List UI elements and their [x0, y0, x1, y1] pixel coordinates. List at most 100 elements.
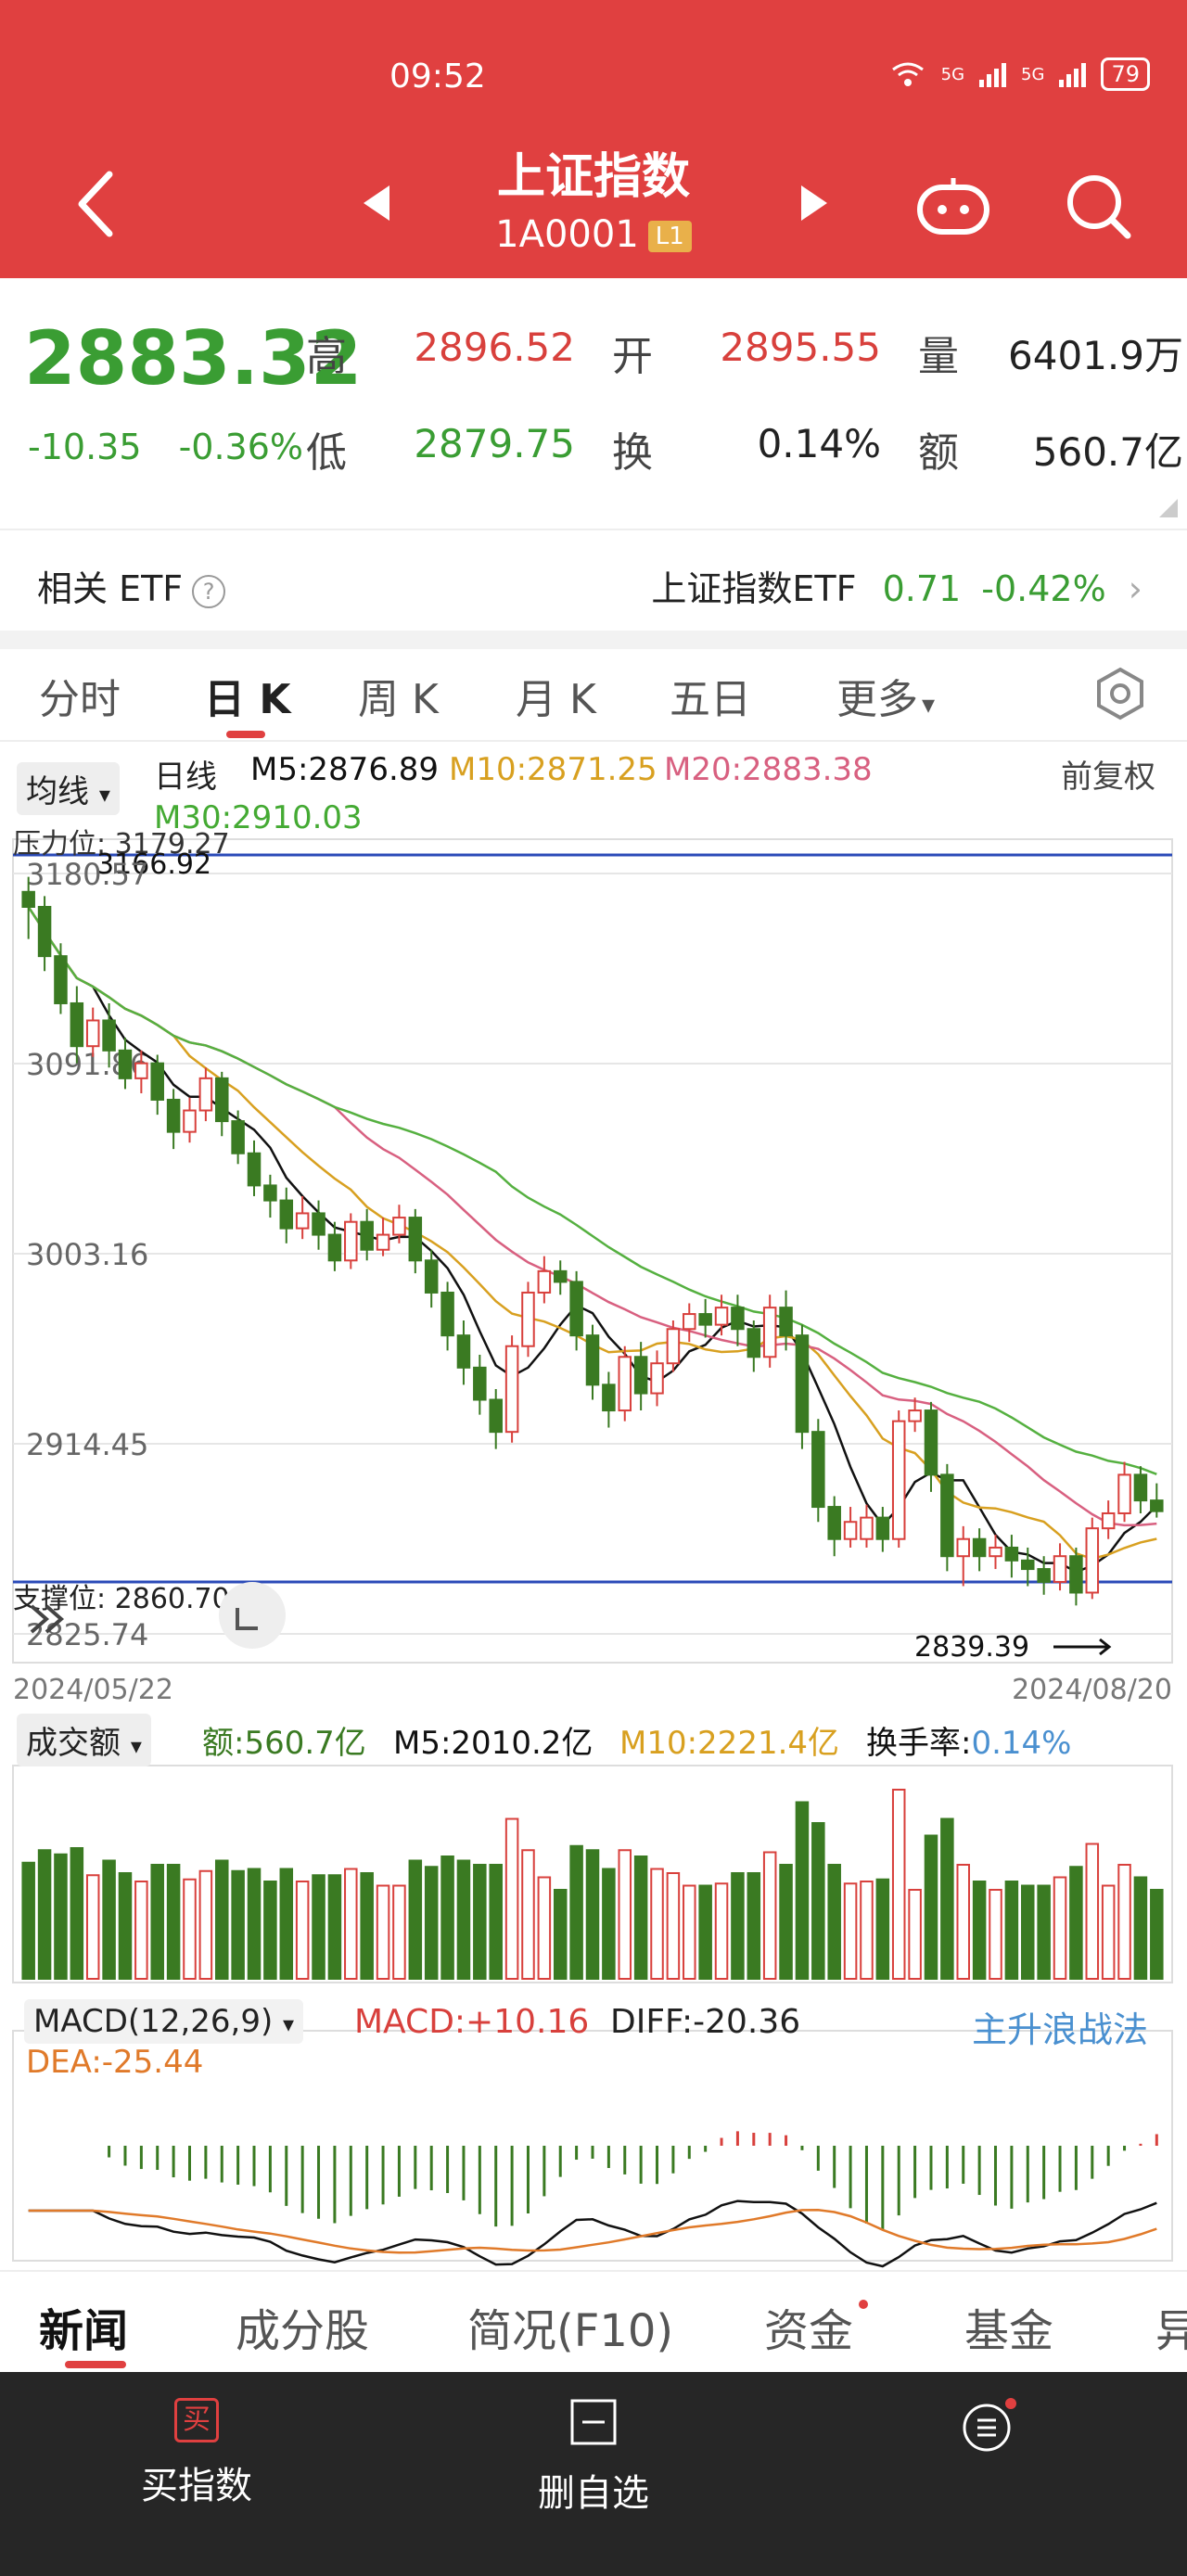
top-price-marker: 3166.92	[96, 848, 211, 881]
y-tick-label: 3180.57	[26, 857, 148, 892]
price-change: -10.35 -0.36%	[28, 427, 303, 467]
volume-bar	[779, 1864, 793, 1980]
volume-bar	[602, 1868, 616, 1980]
candle	[860, 1516, 874, 1540]
volume-bar	[327, 1874, 342, 1980]
tab-overview-f10[interactable]: 简况(F10)	[467, 2305, 674, 2357]
strategy-link[interactable]: 主升浪战法	[972, 2009, 1149, 2050]
fullscreen-button[interactable]	[219, 1582, 286, 1649]
tab-funds-flow[interactable]: 资金	[764, 2305, 854, 2357]
search-icon[interactable]	[1063, 171, 1133, 241]
tab-five-day[interactable]: 五日	[670, 676, 751, 723]
candle	[1150, 1499, 1164, 1512]
date-start: 2024/05/22	[13, 1674, 173, 1706]
etf-name: 上证指数ETF	[651, 568, 857, 609]
volume-bar	[956, 1864, 971, 1980]
kline-chart[interactable]: 压力位: 3179.27 3166.92 支撑位: 2860.70 3180.5…	[0, 742, 1187, 2270]
candle	[1117, 1473, 1131, 1514]
candle	[70, 1001, 84, 1048]
candle	[875, 1516, 890, 1540]
network-type-1: 5G	[940, 64, 965, 84]
tab-more[interactable]: 更多 ▾	[836, 666, 935, 725]
double-chevron-icon[interactable]	[30, 1604, 65, 1634]
tab-abnormal[interactable]: 异	[1155, 2305, 1187, 2357]
dea-line	[28, 2208, 1157, 2254]
macd-indicator-select[interactable]: MACD(12,26,9) ▾	[24, 1999, 304, 2044]
macd-select-label: MACD(12,26,9)	[33, 2003, 274, 2040]
settings-hex-icon[interactable]	[1092, 666, 1148, 721]
remove-watchlist-label: 删自选	[538, 2472, 649, 2515]
back-icon[interactable]	[72, 167, 119, 241]
tab-constituents[interactable]: 成分股	[236, 2305, 370, 2357]
candle	[118, 1049, 133, 1079]
volume-bar	[456, 1859, 471, 1980]
volume-bar	[827, 1864, 841, 1980]
etf-quote[interactable]: 上证指数ETF 0.71 -0.42% ›	[651, 560, 1142, 611]
diff-line	[28, 2200, 1157, 2268]
ma30-value: M30:2910.03	[154, 799, 363, 836]
tab-news[interactable]: 新闻	[39, 2305, 129, 2357]
volume-bar	[70, 1847, 84, 1980]
bottom-action-bar: 买 买指数 删自选	[0, 2372, 1187, 2576]
candle	[731, 1307, 745, 1331]
expand-corner-icon[interactable]	[1159, 499, 1178, 517]
volume-bar	[312, 1874, 325, 1980]
next-stock-icon[interactable]	[796, 182, 833, 224]
turnover-value: 0.14%	[757, 421, 881, 466]
candle	[198, 1077, 213, 1112]
menu-button[interactable]	[849, 2398, 1128, 2457]
volume-bar	[1037, 1884, 1051, 1980]
volume-bar	[118, 1872, 133, 1980]
volume-bar	[295, 1881, 310, 1980]
turnover-label: 换	[612, 429, 653, 477]
robot-assistant-icon[interactable]	[914, 172, 992, 237]
candle	[683, 1313, 696, 1331]
volume-turnover-label: 换手率:	[866, 1725, 972, 1762]
adjust-mode[interactable]: 前复权	[1061, 759, 1155, 796]
ma20-value: M20:2883.38	[664, 751, 873, 788]
pressure-label: 压力位: 3179.27	[13, 828, 230, 861]
tab-fund[interactable]: 基金	[964, 2305, 1054, 2357]
volume-bar	[37, 1849, 52, 1980]
open-label: 开	[612, 333, 653, 380]
related-etf-label: 相关 ETF	[37, 568, 184, 609]
related-etf-label-group: 相关 ETF?	[37, 560, 226, 611]
volume-bar	[698, 1884, 712, 1980]
open-value: 2895.55	[720, 325, 881, 370]
previous-stock-icon[interactable]	[358, 182, 395, 224]
ma5-value: M5:2876.89	[250, 751, 440, 788]
candle	[21, 890, 35, 908]
help-icon[interactable]: ?	[192, 574, 226, 608]
volume-bars	[21, 1789, 1164, 1980]
tab-intraday[interactable]: 分时	[39, 676, 121, 723]
volume-panel-frame	[12, 1765, 1173, 1983]
volume-bar	[360, 1872, 374, 1980]
volume-bar	[633, 1855, 648, 1980]
indicator-select[interactable]: 均线 ▾	[17, 762, 120, 815]
signal-icon-2	[1059, 61, 1087, 87]
ma5-line	[27, 906, 1158, 1574]
volume-bar	[214, 1859, 229, 1980]
related-etf-row[interactable]: 相关 ETF? 上证指数ETF 0.71 -0.42% ›	[0, 529, 1187, 631]
volume-bar	[843, 1882, 858, 1980]
quote-panel: 2883.32 -10.35 -0.36% 高 2896.52 开 2895.5…	[0, 278, 1187, 529]
buy-index-button[interactable]: 买 买指数	[57, 2398, 336, 2509]
remove-watchlist-button[interactable]: 删自选	[454, 2398, 733, 2517]
candle	[650, 1362, 664, 1395]
volume-select-label: 成交额	[26, 1725, 121, 1762]
tab-weekly-k[interactable]: 周 K	[358, 676, 439, 723]
level-badge: L1	[647, 221, 692, 252]
macd-panel-frame	[12, 2030, 1173, 2262]
high-label: 高	[306, 333, 347, 380]
tab-daily-k[interactable]: 日 K	[204, 676, 291, 723]
candle	[456, 1334, 471, 1369]
volume-bar	[860, 1881, 874, 1980]
candle	[247, 1152, 262, 1187]
y-tick-label: 2825.74	[26, 1617, 148, 1652]
buy-icon: 买	[174, 2398, 219, 2442]
volume-indicator-select[interactable]: 成交额 ▾	[17, 1714, 151, 1766]
candle	[54, 955, 68, 1004]
section-divider	[0, 631, 1187, 649]
tab-monthly-k[interactable]: 月 K	[516, 676, 596, 723]
info-tabs: 新闻 成分股 简况(F10) 资金 基金 异	[0, 2270, 1187, 2372]
